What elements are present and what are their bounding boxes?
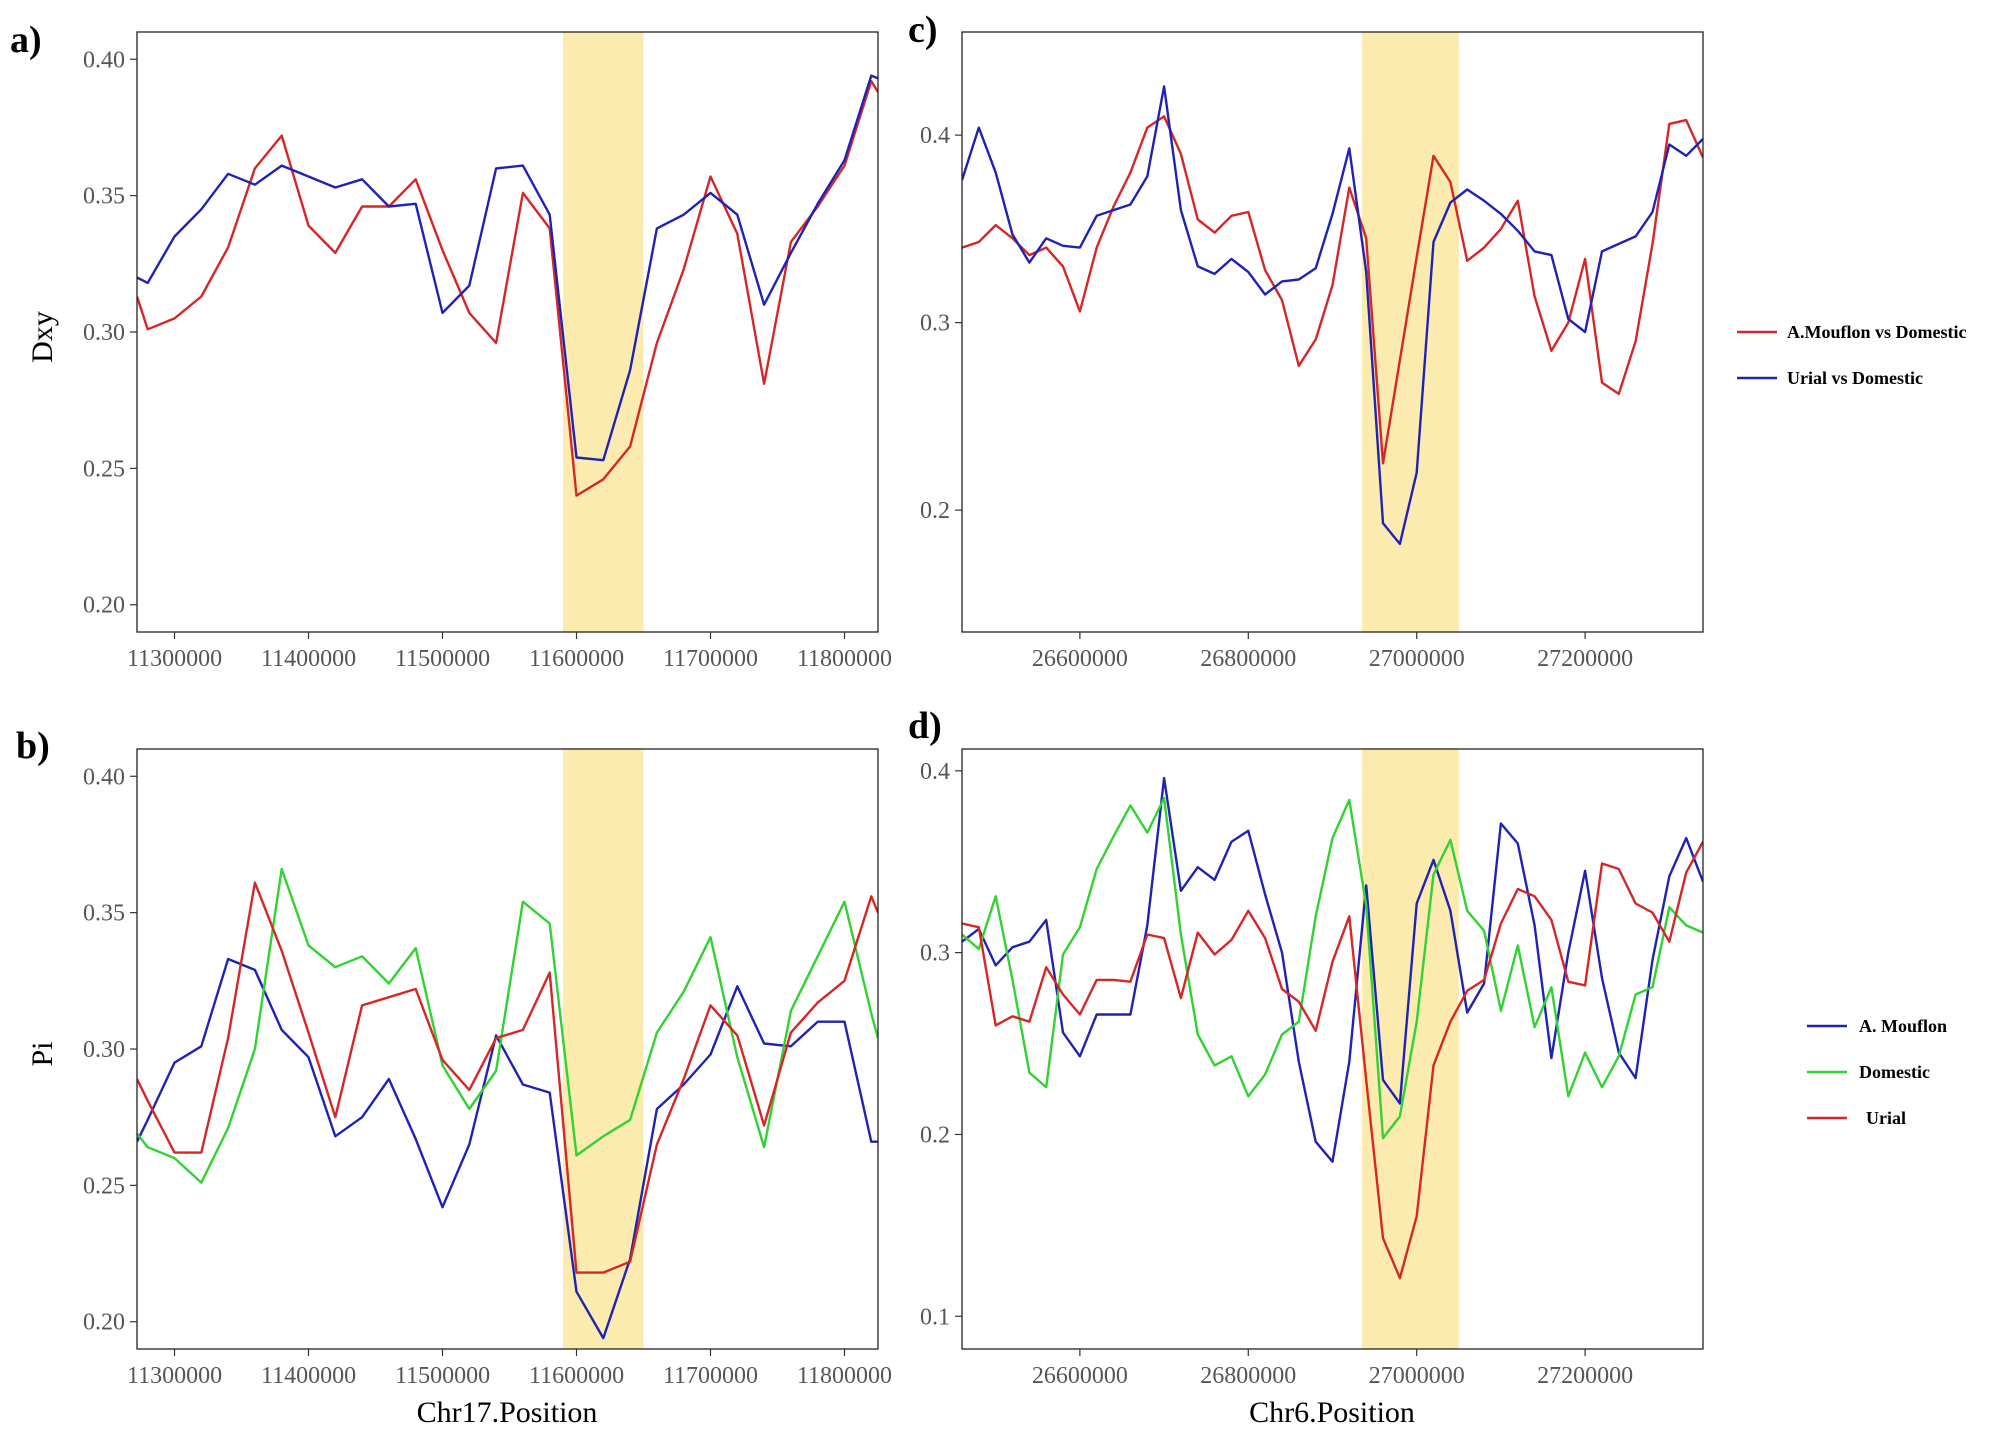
- panel-b-highlight-region: [563, 749, 644, 1349]
- panel-b-x-axis-title: Chr17.Position: [417, 1396, 598, 1429]
- panel-b-series-urial: [137, 881, 878, 1274]
- panel-c-plot-frame: [961, 31, 1704, 633]
- panel-d-x-axis-title: Chr6.Position: [1249, 1396, 1415, 1429]
- panel-b-x-tick-label: 11400000: [261, 1363, 356, 1389]
- panel-a-y-ticks: 0.20 0.25 0.30 0.35 0.40: [83, 47, 137, 619]
- panel-a-highlight-region: [563, 32, 644, 632]
- panel-d-highlight-band: [1361, 749, 1459, 1349]
- panel-a-x-tick-label: 11500000: [395, 646, 490, 672]
- panel-b-x-tick-label: 11300000: [127, 1363, 222, 1389]
- panel-b-highlight-band: [563, 749, 644, 1349]
- panel-d-series-urial: [962, 841, 1703, 1280]
- panel-d-y-ticks: 0.1 0.2 0.3 0.4: [920, 759, 962, 1330]
- panel-b-y-tick-label: 0.40: [83, 764, 125, 790]
- panel-c-x-tick-label: 27000000: [1369, 646, 1465, 672]
- panel-a-y-tick-label: 0.40: [83, 47, 125, 73]
- panel-d-series: [962, 776, 1703, 1280]
- panel-d-y-tick-label: 0.1: [920, 1304, 950, 1330]
- panel-b-series-a-mouflon: [137, 957, 878, 1340]
- panel-c-series: [962, 85, 1703, 546]
- panel-c-dxy-chr6: c) 26600000 26800000 27000000 27200000 0.20…: [908, 9, 1704, 672]
- legend-dxy: A.Mouflon vs Domestic Urial vs Domestic: [1737, 322, 1966, 388]
- panel-c-x-tick-label: 26800000: [1200, 646, 1296, 672]
- panel-c-y-tick-label: 0.2: [920, 498, 950, 524]
- panel-b-y-tick-label: 0.35: [83, 901, 125, 927]
- panel-c-y-tick-label: 0.3: [920, 311, 950, 337]
- panel-d-x-tick-label: 27200000: [1537, 1363, 1633, 1389]
- panel-a-y-tick-label: 0.20: [83, 593, 125, 619]
- panel-d-series-a-mouflon: [962, 776, 1703, 1163]
- panel-d-x-tick-label: 26800000: [1200, 1363, 1296, 1389]
- panel-a-x-tick-label: 11700000: [663, 646, 758, 672]
- panel-d-x-ticks: 26600000 26800000 27000000 27200000: [1032, 1349, 1633, 1389]
- panel-b-x-tick-label: 11800000: [797, 1363, 892, 1389]
- legend-pi-label-urial: Urial: [1866, 1108, 1906, 1128]
- panel-d-plot-frame: [961, 748, 1704, 1350]
- panel-b-x-ticks: 11300000 11400000 11500000 11600000 11700000…: [127, 1349, 892, 1389]
- panel-d-label: d): [908, 705, 942, 747]
- panel-c-label: c): [908, 9, 938, 51]
- panel-d-highlight-region: [1361, 749, 1459, 1349]
- panel-a-series-a-mouflon-vs-domestic: [137, 79, 878, 497]
- panel-a-highlight-band: [563, 32, 644, 632]
- panel-b-y-axis-title: Pi: [26, 1041, 59, 1066]
- legend-pi: A. Mouflon Domestic Urial: [1807, 1016, 1947, 1128]
- panel-c-y-ticks: 0.2 0.3 0.4: [920, 123, 962, 524]
- panel-d-pi-chr6: d) 26600000 26800000 27000000 27200000 0.10…: [908, 705, 1704, 1429]
- panel-c-highlight-region: [1361, 32, 1459, 632]
- panel-b-y-ticks: 0.20 0.25 0.30 0.35 0.40: [83, 764, 137, 1336]
- panel-a-x-tick-label: 11400000: [261, 646, 356, 672]
- panel-b-y-tick-label: 0.30: [83, 1037, 125, 1063]
- panel-a-y-tick-label: 0.25: [83, 456, 125, 482]
- panel-c-x-ticks: 26600000 26800000 27000000 27200000: [1032, 632, 1633, 672]
- panel-a-x-tick-label: 11300000: [127, 646, 222, 672]
- legend-pi-label-domestic: Domestic: [1859, 1062, 1930, 1082]
- panel-a-y-tick-label: 0.35: [83, 184, 125, 210]
- legend-dxy-label-mouflon: A.Mouflon vs Domestic: [1787, 322, 1966, 342]
- panel-a-plot-frame: [136, 31, 879, 633]
- panel-a-x-tick-label: 11600000: [529, 646, 624, 672]
- panel-b-label: b): [16, 725, 50, 767]
- panel-a-x-tick-label: 11800000: [797, 646, 892, 672]
- panel-b-x-tick-label: 11500000: [395, 1363, 490, 1389]
- panel-a-dxy-chr17: a) Dxy 11300000 11400000 11500000 11600000 1…: [10, 19, 892, 672]
- panel-b-series-domestic: [137, 867, 878, 1184]
- panel-a-series-urial-vs-domestic: [137, 74, 878, 462]
- panel-b-x-tick-label: 11600000: [529, 1363, 624, 1389]
- panel-c-highlight-band: [1361, 32, 1459, 632]
- panel-d-x-tick-label: 26600000: [1032, 1363, 1128, 1389]
- panel-a-y-axis-title: Dxy: [26, 311, 59, 363]
- legend-pi-label-mouflon: A. Mouflon: [1859, 1016, 1947, 1036]
- panel-b-plot-frame: [136, 748, 879, 1350]
- panel-c-y-tick-label: 0.4: [920, 123, 950, 149]
- panel-a-x-ticks: 11300000 11400000 11500000 11600000 11700000…: [127, 632, 892, 672]
- panel-c-x-tick-label: 26600000: [1032, 646, 1128, 672]
- panel-b-y-tick-label: 0.20: [83, 1310, 125, 1336]
- panel-c-x-tick-label: 27200000: [1537, 646, 1633, 672]
- panel-d-series-domestic: [962, 796, 1703, 1140]
- panel-d-y-tick-label: 0.2: [920, 1122, 950, 1148]
- panel-b-x-tick-label: 11700000: [663, 1363, 758, 1389]
- panel-a-y-tick-label: 0.30: [83, 320, 125, 346]
- panel-d-x-tick-label: 27000000: [1369, 1363, 1465, 1389]
- panel-c-series-urial-vs-domestic: [962, 85, 1703, 546]
- panel-b-y-tick-label: 0.25: [83, 1173, 125, 1199]
- panel-a-label: a): [10, 19, 42, 61]
- panel-d-y-tick-label: 0.4: [920, 759, 950, 785]
- panel-c-series-a-mouflon-vs-domestic: [962, 115, 1703, 465]
- panel-b-series: [137, 867, 878, 1340]
- panel-d-y-tick-label: 0.3: [920, 941, 950, 967]
- panel-a-series: [137, 74, 878, 497]
- panel-b-pi-chr17: b) Pi 11300000 11400000 11500000 11600000 11…: [16, 725, 892, 1429]
- legend-dxy-label-urial: Urial vs Domestic: [1787, 368, 1923, 388]
